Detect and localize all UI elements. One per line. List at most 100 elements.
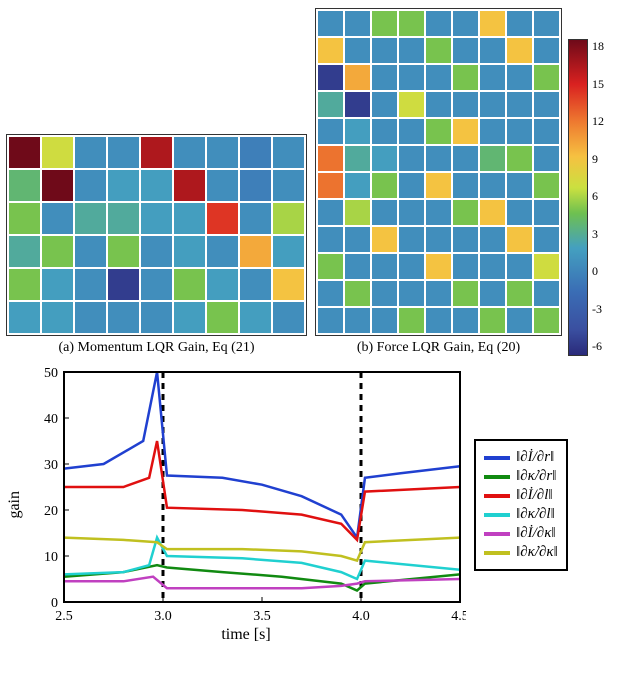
heatmap-cell (507, 92, 532, 117)
heatmap-cell (534, 65, 559, 90)
heatmap-cell (345, 11, 370, 36)
heatmap-cell (480, 227, 505, 252)
heatmap-cell (399, 173, 424, 198)
heatmap-cell (507, 38, 532, 63)
heatmap-cell (372, 227, 397, 252)
heatmap-cell (345, 227, 370, 252)
colorbar-tick: -6 (592, 339, 604, 354)
heatmap-cell (108, 269, 139, 300)
heatmap-cell (273, 302, 304, 333)
colorbar-tick: 0 (592, 264, 604, 279)
heatmap-cell (534, 281, 559, 306)
heatmap-cell (507, 200, 532, 225)
heatmap-cell (207, 269, 238, 300)
colorbar-labels: 1815129630-3-6 (592, 39, 604, 354)
heatmap-cell (480, 38, 505, 63)
heatmap-cell (372, 65, 397, 90)
xtick: 2.5 (55, 609, 73, 624)
heatmap-cell (318, 11, 343, 36)
heatmap-cell (273, 170, 304, 201)
heatmap-cell (507, 281, 532, 306)
heatmap-cell (399, 65, 424, 90)
heatmap-cell (372, 11, 397, 36)
colorbar-tick: -3 (592, 302, 604, 317)
heatmap-cell (75, 170, 106, 201)
ytick: 40 (44, 412, 58, 427)
legend-label: ‖∂κ̇/∂κ‖ (516, 544, 558, 561)
heatmap-cell (207, 170, 238, 201)
heatmap-cell (174, 137, 205, 168)
heatmap-cell (108, 170, 139, 201)
heatmap-cell (399, 308, 424, 333)
colorbar-strip (568, 39, 588, 356)
heatmap-cell (372, 308, 397, 333)
legend: ‖∂İ/∂r‖‖∂κ̇/∂r‖‖∂İ/∂l‖‖∂κ̇/∂l‖‖∂İ/∂κ‖‖∂κ… (474, 439, 568, 571)
heatmap-cell (372, 200, 397, 225)
heatmap-cell (480, 11, 505, 36)
x-axis-label: time [s] (221, 626, 270, 644)
top-row: (a) Momentum LQR Gain, Eq (21) (b) Force… (0, 0, 640, 356)
heatmap-cell (318, 281, 343, 306)
heatmap-cell (372, 173, 397, 198)
heatmap-cell (534, 254, 559, 279)
heatmap-cell (42, 170, 73, 201)
heatmap-cell (480, 92, 505, 117)
heatmap-cell (9, 170, 40, 201)
heatmap-cell (174, 302, 205, 333)
heatmap-cell (108, 203, 139, 234)
heatmap-cell (273, 137, 304, 168)
heatmap-cell (399, 119, 424, 144)
legend-swatch (484, 475, 510, 479)
colorbar-tick: 6 (592, 189, 604, 204)
heatmap-cell (480, 200, 505, 225)
heatmap-cell (399, 200, 424, 225)
heatmap-cell (480, 254, 505, 279)
heatmap-cell (240, 269, 271, 300)
heatmap-cell (426, 281, 451, 306)
heatmap-cell (453, 38, 478, 63)
heatmap-cell (399, 92, 424, 117)
heatmap-cell (345, 65, 370, 90)
colorbar-tick: 12 (592, 114, 604, 129)
chart-column: 010203040502.53.03.54.04.5 time [s] (26, 366, 466, 644)
colorbar-block: 1815129630-3-6 (568, 39, 604, 356)
heatmap-cell (318, 38, 343, 63)
heatmap-cell (318, 254, 343, 279)
heatmap-cell (42, 137, 73, 168)
heatmap-cell (345, 92, 370, 117)
legend-label: ‖∂İ/∂κ‖ (516, 525, 556, 542)
heatmap-cell (480, 281, 505, 306)
heatmap-cell (426, 11, 451, 36)
heatmap-cell (453, 119, 478, 144)
legend-swatch (484, 551, 510, 555)
heatmap-cell (507, 11, 532, 36)
line-chart: 010203040502.53.03.54.04.5 (26, 366, 466, 626)
heatmap-cell (318, 173, 343, 198)
heatmap-cell (108, 302, 139, 333)
colorbar-tick: 18 (592, 39, 604, 54)
heatmap-cell (507, 119, 532, 144)
heatmap-cell (207, 203, 238, 234)
heatmap-cell (534, 200, 559, 225)
heatmap-cell (534, 227, 559, 252)
heatmap-cell (426, 92, 451, 117)
heatmap-cell (141, 203, 172, 234)
heatmap-a-block: (a) Momentum LQR Gain, Eq (21) (6, 134, 307, 356)
caption-a: (a) Momentum LQR Gain, Eq (21) (59, 340, 255, 356)
heatmap-cell (399, 227, 424, 252)
heatmap-cell (345, 254, 370, 279)
heatmap-cell (240, 302, 271, 333)
heatmap-b (315, 8, 562, 336)
heatmap-cell (273, 203, 304, 234)
legend-swatch (484, 513, 510, 517)
legend-label: ‖∂İ/∂r‖ (516, 449, 554, 466)
legend-row-dldk: ‖∂İ/∂κ‖ (484, 525, 558, 542)
heatmap-cell (345, 200, 370, 225)
heatmap-cell (345, 281, 370, 306)
heatmap-cell (174, 203, 205, 234)
heatmap-cell (42, 203, 73, 234)
ytick: 20 (44, 504, 58, 519)
legend-swatch (484, 494, 510, 498)
heatmap-cell (372, 281, 397, 306)
heatmap-cell (372, 146, 397, 171)
